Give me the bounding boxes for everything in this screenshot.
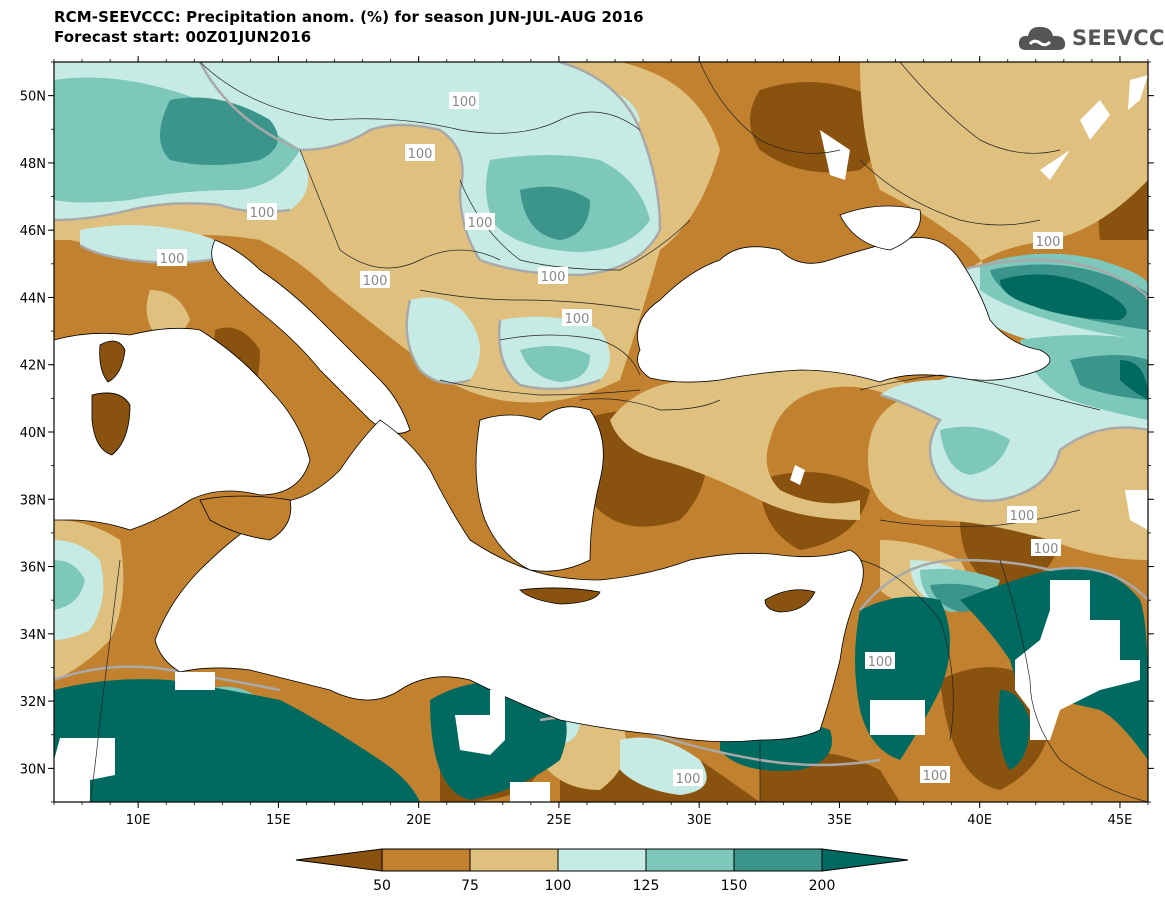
lat-tick-label: 36N — [20, 561, 46, 576]
lon-tick-label: 30E — [687, 813, 712, 828]
contour-labels: 100 100 100 100 100 100 100 100 100 100 100 100 100 1… — [157, 92, 1063, 787]
lon-tick-label: 20E — [406, 813, 431, 828]
contour-label: 100 — [468, 216, 493, 231]
contour-label: 100 — [1036, 235, 1061, 250]
masked-areas — [54, 75, 1148, 802]
seevccc-logo: SEEVCCC — [1016, 20, 1165, 56]
contour-label-bg — [538, 267, 568, 284]
colorbar-label: 100 — [545, 878, 572, 894]
contour-label: 100 — [541, 270, 566, 285]
contour-label: 100 — [676, 772, 701, 787]
lat-tick-label: 32N — [20, 695, 46, 710]
colorbar-segment — [821, 848, 909, 872]
contour-label: 100 — [565, 312, 590, 327]
crimea — [839, 205, 922, 251]
contour-label-bg — [405, 144, 435, 161]
contour-label-bg — [673, 769, 703, 786]
anomaly-field — [54, 62, 1148, 802]
contour-label-bg — [247, 203, 277, 220]
lon-tick-label: 40E — [967, 813, 992, 828]
contour-label-bg — [449, 92, 479, 109]
contour-label: 100 — [250, 206, 275, 221]
contour-label: 100 — [452, 95, 477, 110]
colorbar-label: 50 — [373, 878, 391, 894]
black-sea — [637, 237, 1051, 383]
islands — [91, 205, 922, 613]
sicily — [199, 495, 292, 541]
colorbar-segment — [469, 848, 559, 872]
colorbar-segment — [381, 848, 471, 872]
colorbar: 50 75 100 125 150 200 — [295, 848, 909, 894]
cloud-icon — [1018, 26, 1066, 50]
chart-title: RCM-SEEVCCC: Precipitation anom. (%) for… — [54, 8, 644, 26]
contour-100 — [54, 62, 1148, 767]
colorbar-segment — [295, 848, 383, 872]
colorbar-segment — [557, 848, 647, 872]
contour-label-bg — [865, 652, 895, 669]
contour-label: 100 — [1010, 509, 1035, 524]
lat-tick-label: 48N — [20, 157, 46, 172]
contour-label: 100 — [408, 147, 433, 162]
lon-tick-label: 35E — [827, 813, 852, 828]
latitude-axis: 50N 48N 46N 44N 42N 40N 38N 36N 34N 32N 30N — [20, 61, 1154, 803]
aegean-sea — [475, 406, 604, 572]
lat-tick-label: 30N — [20, 762, 46, 777]
colorbar-segment — [645, 848, 735, 872]
lon-tick-label: 15E — [266, 813, 291, 828]
mediterranean-sea-east — [154, 419, 864, 743]
logo-text: SEEVCCC — [1072, 26, 1165, 50]
lat-tick-label: 38N — [20, 493, 46, 508]
contour-label: 100 — [923, 769, 948, 784]
longitude-axis: 10E 15E 20E 25E 30E 35E 40E 45E — [53, 56, 1149, 828]
lat-tick-label: 50N — [20, 90, 46, 105]
contour-label: 100 — [1034, 542, 1059, 557]
contour-label: 100 — [868, 655, 893, 670]
colorbar-label: 150 — [721, 878, 748, 894]
contour-label-bg — [562, 309, 592, 326]
colorbar-label: 200 — [809, 878, 836, 894]
contour-label-bg — [1033, 232, 1063, 249]
contour-label: 100 — [160, 252, 185, 267]
colorbar-label: 125 — [633, 878, 660, 894]
lat-tick-label: 46N — [20, 224, 46, 239]
contour-label-bg — [920, 766, 950, 783]
lon-tick-label: 25E — [547, 813, 572, 828]
contour-label: 100 — [363, 274, 388, 289]
mediterranean-sea-west — [54, 327, 311, 531]
lat-tick-label: 34N — [20, 628, 46, 643]
colorbar-segment — [733, 848, 823, 872]
corsica — [99, 340, 126, 383]
contour-label-bg — [1007, 506, 1037, 523]
lat-tick-label: 42N — [20, 359, 46, 374]
colorbar-label: 75 — [461, 878, 479, 894]
contour-label-bg — [1031, 539, 1061, 556]
forecast-start-label: Forecast start: 00Z01JUN2016 — [54, 28, 312, 46]
lat-tick-label: 44N — [20, 291, 46, 306]
contour-label-bg — [157, 249, 187, 266]
cyprus — [764, 589, 816, 613]
contour-label-bg — [360, 271, 390, 288]
contour-label-bg — [465, 213, 495, 230]
lon-tick-label: 45E — [1108, 813, 1133, 828]
sea-mask — [54, 237, 1051, 743]
lon-tick-label: 10E — [126, 813, 151, 828]
lat-tick-label: 40N — [20, 426, 46, 441]
sardinia — [91, 392, 131, 456]
crete — [519, 587, 601, 605]
